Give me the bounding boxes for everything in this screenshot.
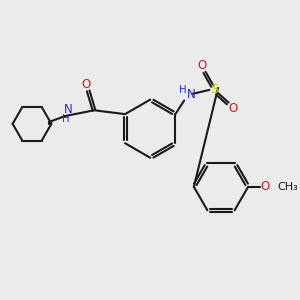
Text: S: S	[210, 83, 218, 96]
Text: N: N	[187, 88, 195, 101]
Text: O: O	[82, 78, 91, 91]
Text: N: N	[64, 103, 72, 116]
Text: O: O	[197, 59, 206, 72]
Text: CH₃: CH₃	[277, 182, 298, 192]
Text: H: H	[179, 85, 187, 95]
Text: O: O	[228, 102, 237, 115]
Text: H: H	[62, 114, 70, 124]
Text: O: O	[260, 180, 269, 193]
